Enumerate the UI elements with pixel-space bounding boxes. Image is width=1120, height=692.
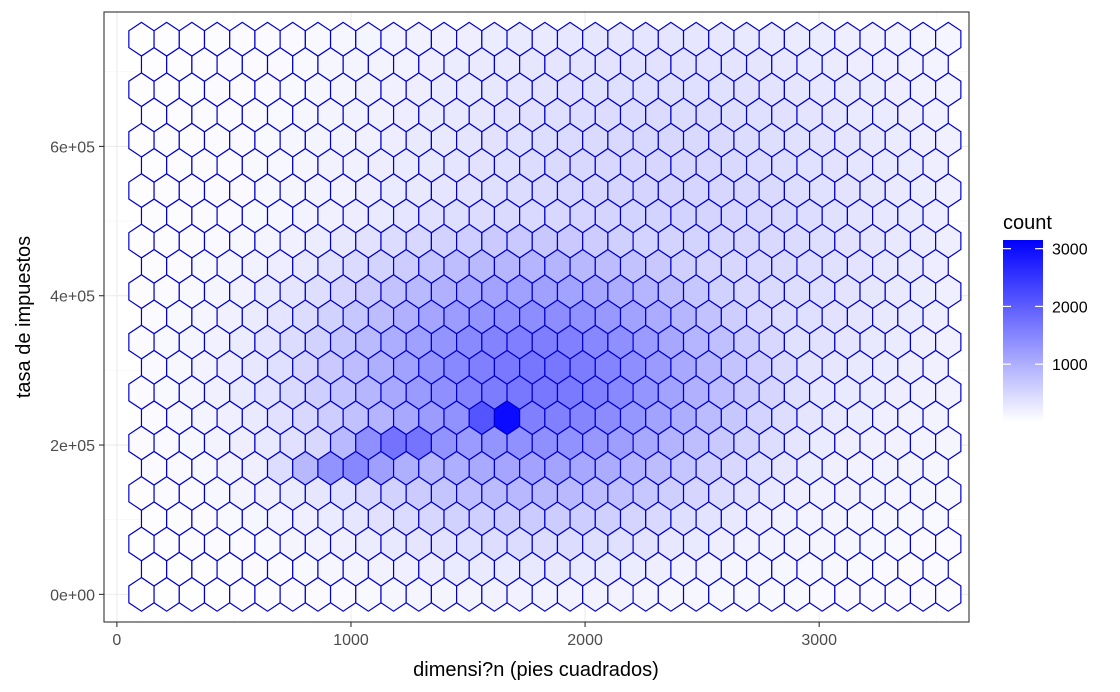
panel-border	[103, 11, 970, 623]
legend-title: count	[1003, 212, 1052, 234]
x-axis-title: dimensi?n (pies cuadrados)	[413, 659, 659, 681]
legend-ticks: 1000 2000 3000	[1003, 242, 1088, 374]
hex-layer	[128, 21, 962, 612]
y-axis: 0e+00 2e+05 4e+05 6e+05	[50, 139, 104, 604]
legend-tick-label: 1000	[1052, 357, 1088, 374]
x-axis: 0 1000 2000 3000	[112, 622, 837, 649]
y-tick-label: 6e+05	[50, 139, 95, 156]
x-tick-label: 3000	[801, 632, 837, 649]
x-tick-label: 2000	[567, 632, 603, 649]
y-tick-label: 0e+00	[50, 587, 95, 604]
hexbin-cell	[935, 21, 962, 57]
y-tick-label: 4e+05	[50, 289, 95, 306]
y-tick-label: 2e+05	[50, 438, 95, 455]
y-axis-title: tasa de impuestos	[13, 236, 35, 398]
legend-tick-label: 3000	[1052, 242, 1088, 259]
x-tick-label: 0	[112, 632, 121, 649]
legend: count 1000 2000 3000	[1003, 212, 1088, 422]
x-tick-label: 1000	[333, 632, 369, 649]
legend-tick-label: 2000	[1052, 299, 1088, 316]
legend-colorbar	[1003, 240, 1043, 422]
